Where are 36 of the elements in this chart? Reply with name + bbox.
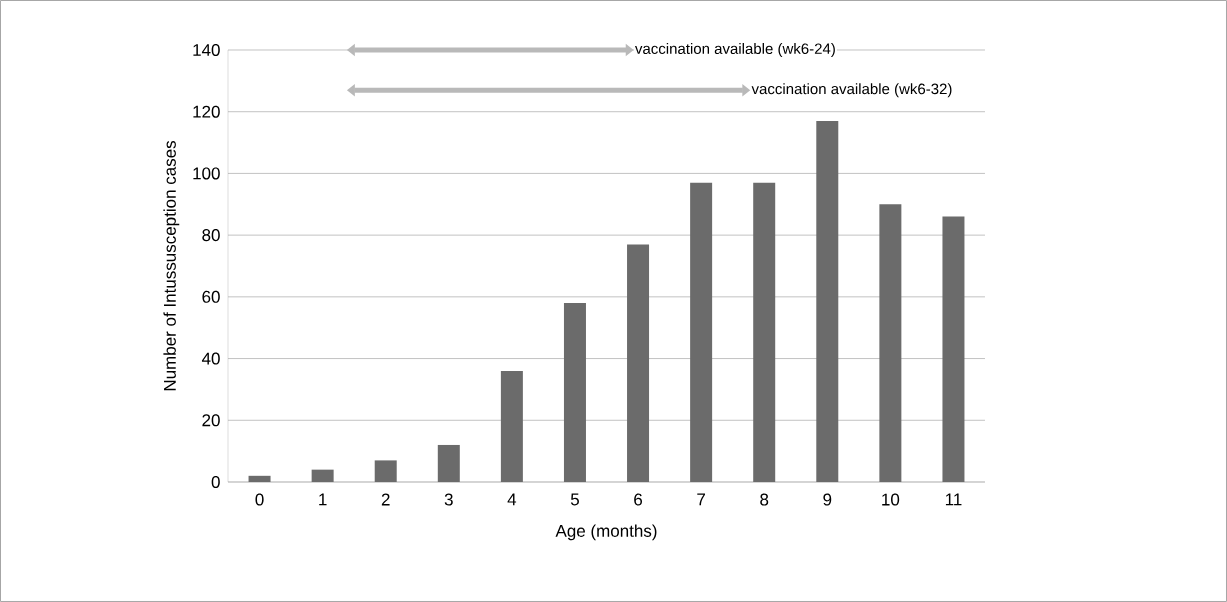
x-tick-label: 4 xyxy=(507,493,517,506)
bar xyxy=(753,182,776,482)
annotation: vaccination available (wk6-32) xyxy=(751,83,952,98)
y-tick-label: 120 xyxy=(193,105,220,118)
y-tick-label: 20 xyxy=(202,414,220,427)
x-tick-label: 10 xyxy=(882,493,900,506)
y-tick-label: 40 xyxy=(201,352,220,365)
x-tick-label: 2 xyxy=(381,493,390,506)
x-tick-label: 8 xyxy=(760,493,769,506)
x-tick-label: 9 xyxy=(823,493,832,506)
y-tick-label: 0 xyxy=(211,475,220,489)
bar xyxy=(879,204,902,482)
x-tick-label: 3 xyxy=(444,493,453,506)
bar xyxy=(437,444,460,482)
x-tick-label: 1 xyxy=(319,493,327,506)
y-tick-label: 60 xyxy=(202,290,220,303)
x-tick-label: 6 xyxy=(634,493,643,506)
bar xyxy=(500,370,523,482)
bar xyxy=(248,475,271,482)
bar xyxy=(690,182,713,482)
bar xyxy=(942,216,965,482)
x-tick-label: 0 xyxy=(255,493,264,506)
bar xyxy=(311,469,334,482)
y-tick-label: 140 xyxy=(193,43,220,57)
x-tick-label: 7 xyxy=(697,493,705,506)
bar xyxy=(374,460,397,482)
bar xyxy=(627,244,650,482)
bar xyxy=(563,303,586,482)
annotation: vaccination available (wk6-24) xyxy=(635,43,835,57)
bar xyxy=(816,120,839,482)
x-tick-label: 11 xyxy=(945,493,962,506)
y-axis-title: Number of Intussusception cases xyxy=(163,140,180,391)
y-tick-label: 80 xyxy=(202,229,220,242)
y-tick-label: 100 xyxy=(193,167,220,180)
x-tick-label: 5 xyxy=(570,493,579,506)
x-axis-title: Age (months) xyxy=(555,524,657,541)
